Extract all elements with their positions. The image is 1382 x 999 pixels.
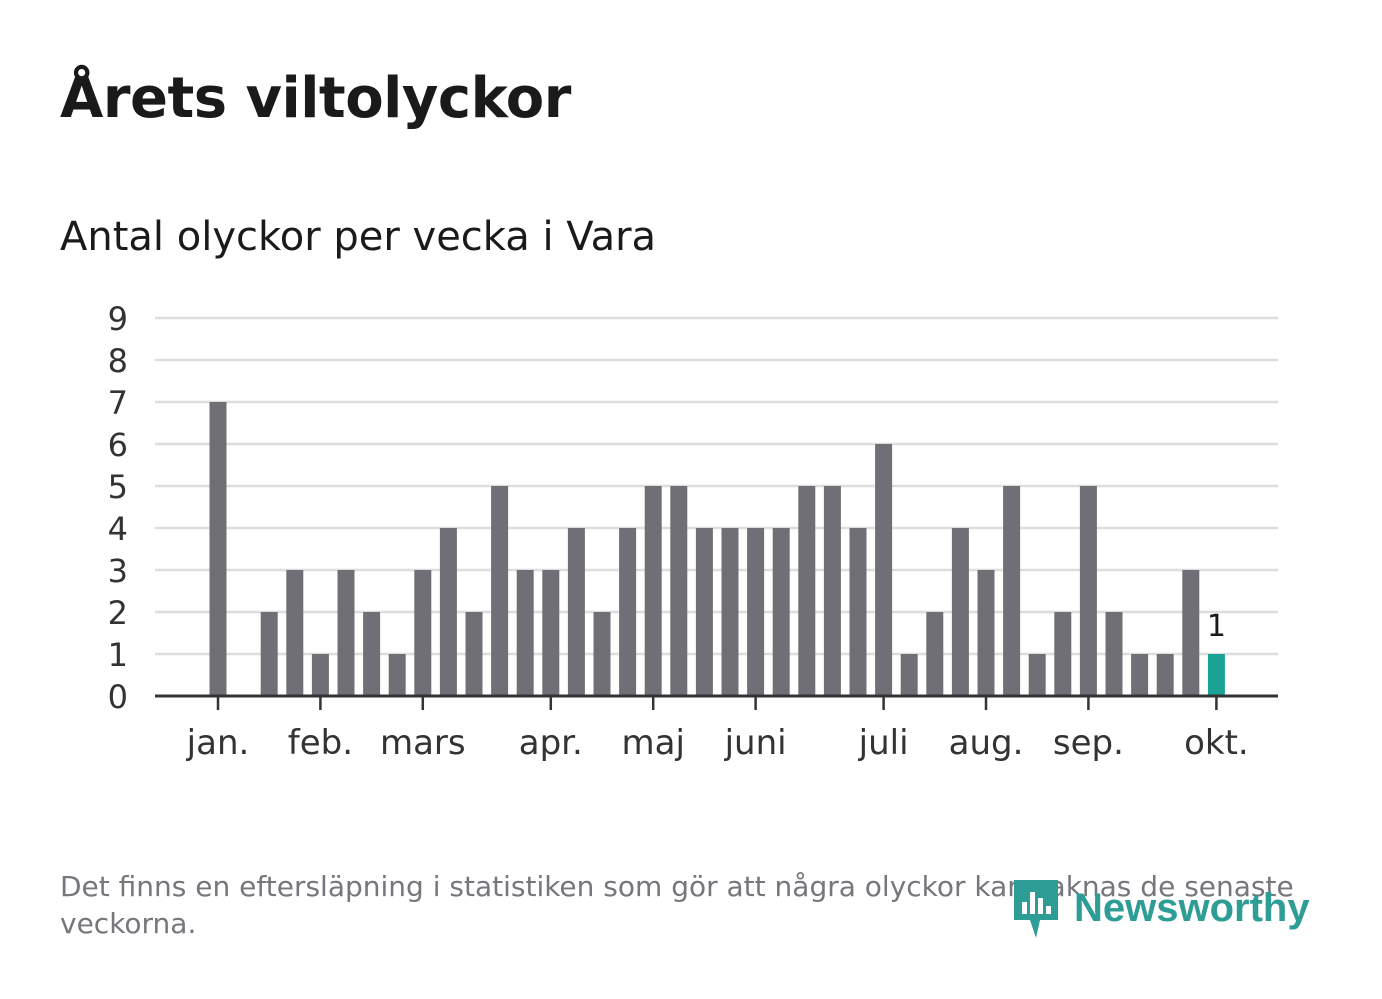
bar [542, 570, 560, 696]
y-axis-ticks: 0 1 2 3 4 5 6 7 8 9 [108, 300, 128, 716]
bar [772, 528, 790, 696]
bar [977, 570, 995, 696]
bar [900, 654, 918, 696]
bar [798, 486, 816, 696]
brand-name: Newsworthy [1074, 885, 1310, 930]
bar-highlighted [1207, 654, 1225, 696]
footnote: Det finns en eftersläpning i statistiken… [60, 870, 1294, 940]
bar [414, 570, 432, 696]
bar [286, 570, 304, 696]
bar [875, 444, 893, 696]
x-tick-label: aug. [949, 723, 1024, 763]
bar [1028, 654, 1046, 696]
chart-subtitle: Antal olyckor per vecka i Vara [60, 214, 657, 260]
bar [593, 612, 611, 696]
x-tick-label: apr. [519, 723, 583, 763]
bar [311, 654, 329, 696]
y-tick-label: 5 [108, 468, 128, 506]
bar [1054, 612, 1072, 696]
bar [465, 612, 483, 696]
y-tick-label: 7 [108, 384, 128, 422]
bar [670, 486, 688, 696]
bar [747, 528, 765, 696]
bar [823, 486, 841, 696]
bar [951, 528, 969, 696]
bar [1079, 486, 1097, 696]
x-tick-label: feb. [288, 723, 353, 763]
y-tick-label: 8 [108, 342, 128, 380]
x-tick-label: juli [858, 723, 909, 763]
bar [619, 528, 637, 696]
bar [1182, 570, 1200, 696]
data-labels: 1 [1207, 609, 1226, 644]
y-tick-label: 0 [108, 678, 128, 716]
bars [209, 402, 1225, 696]
bar [337, 570, 355, 696]
bar [491, 486, 509, 696]
bar [567, 528, 585, 696]
bar [849, 528, 867, 696]
bar [363, 612, 381, 696]
y-tick-label: 1 [108, 636, 128, 674]
y-tick-label: 4 [108, 510, 128, 548]
bar [439, 528, 457, 696]
bar [1105, 612, 1123, 696]
bar [721, 528, 739, 696]
x-tick-label: jan. [186, 723, 250, 763]
x-axis-ticks: jan. feb. mars apr. maj juni juli aug. sep. okt. [186, 696, 1249, 763]
bar [1156, 654, 1174, 696]
data-label: 1 [1207, 609, 1226, 644]
brand-logo: Newsworthy [1010, 876, 1310, 940]
bar [1131, 654, 1149, 696]
chart-title: Årets viltolyckor [60, 66, 571, 131]
bar [516, 570, 534, 696]
bar [260, 612, 278, 696]
x-tick-label: okt. [1184, 723, 1249, 763]
x-tick-label: maj [621, 723, 684, 763]
bar [1003, 486, 1021, 696]
y-tick-label: 6 [108, 426, 128, 464]
bar [695, 528, 713, 696]
bar [209, 402, 227, 696]
y-tick-label: 2 [108, 594, 128, 632]
newsworthy-logo-icon [1014, 880, 1058, 938]
x-tick-label: mars [380, 723, 466, 763]
grid-lines [155, 316, 1278, 656]
y-tick-label: 9 [108, 300, 128, 338]
bar [388, 654, 406, 696]
y-tick-label: 3 [108, 552, 128, 590]
x-tick-label: sep. [1053, 723, 1124, 763]
bar [644, 486, 662, 696]
x-tick-label: juni [724, 723, 787, 763]
bar [926, 612, 944, 696]
